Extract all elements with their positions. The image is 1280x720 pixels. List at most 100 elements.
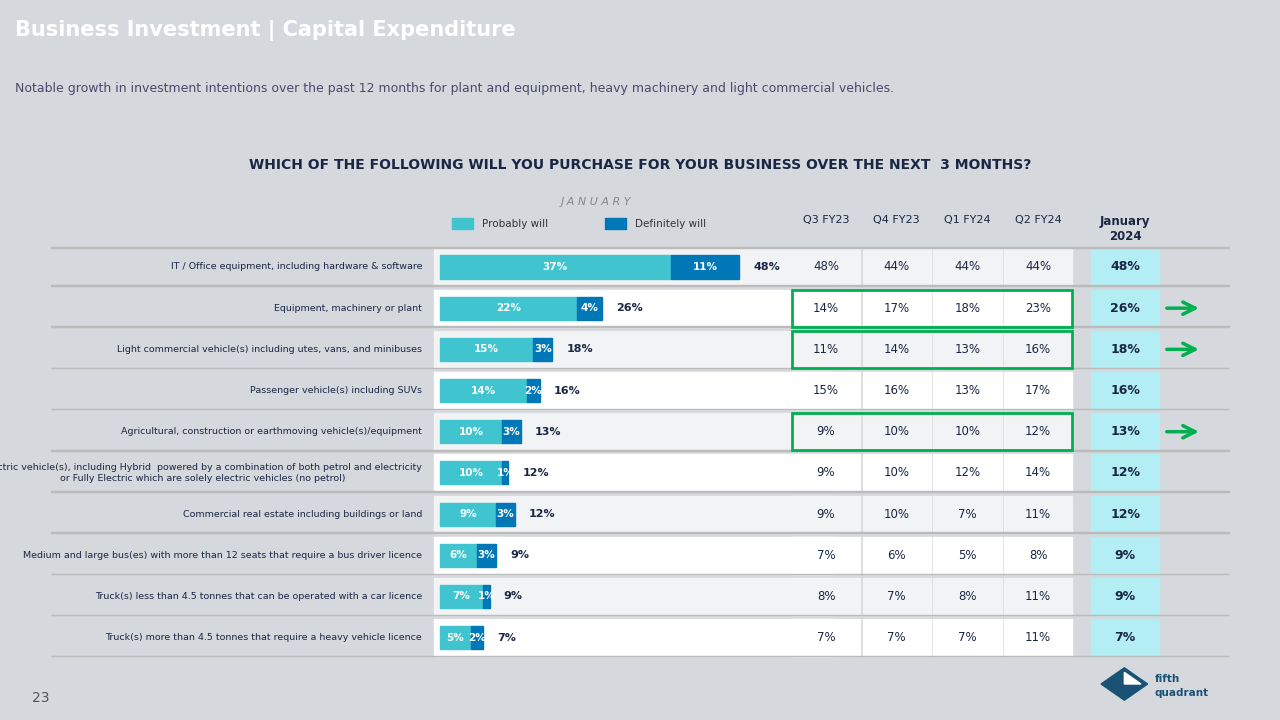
- Bar: [933, 454, 1001, 492]
- Bar: [863, 330, 931, 368]
- Text: 23: 23: [32, 691, 50, 705]
- Text: 17%: 17%: [1025, 384, 1051, 397]
- Bar: [1091, 454, 1160, 492]
- Bar: [1004, 289, 1073, 327]
- Text: Equipment, machinery or plant: Equipment, machinery or plant: [274, 304, 422, 312]
- Text: 7%: 7%: [887, 631, 906, 644]
- Bar: [792, 372, 860, 409]
- Text: Definitely will: Definitely will: [635, 219, 707, 229]
- Bar: [1091, 536, 1160, 574]
- Bar: [434, 578, 835, 615]
- Text: 48%: 48%: [813, 261, 840, 274]
- Bar: [434, 413, 835, 450]
- Text: 3%: 3%: [497, 509, 515, 519]
- Text: 18%: 18%: [566, 344, 593, 354]
- Bar: [933, 372, 1001, 409]
- Text: 15%: 15%: [813, 384, 840, 397]
- Text: 12%: 12%: [955, 467, 980, 480]
- Bar: [933, 536, 1001, 574]
- Text: 1%: 1%: [477, 591, 495, 601]
- Bar: [671, 256, 740, 279]
- Text: 8%: 8%: [1029, 549, 1047, 562]
- Text: 8%: 8%: [817, 590, 836, 603]
- Text: 7%: 7%: [817, 631, 836, 644]
- Bar: [452, 218, 472, 230]
- Text: 48%: 48%: [754, 262, 781, 272]
- Text: 12%: 12%: [1110, 467, 1140, 480]
- Bar: [1091, 248, 1160, 286]
- Text: 9%: 9%: [511, 550, 529, 560]
- Text: 7%: 7%: [498, 633, 517, 643]
- Bar: [1004, 619, 1073, 656]
- Bar: [434, 330, 835, 368]
- Text: 7%: 7%: [957, 508, 977, 521]
- Bar: [792, 454, 860, 492]
- Bar: [440, 379, 527, 402]
- Text: 13%: 13%: [535, 427, 562, 437]
- Bar: [792, 413, 860, 450]
- Text: 15%: 15%: [474, 344, 499, 354]
- Text: 9%: 9%: [817, 467, 836, 480]
- Bar: [1091, 495, 1160, 533]
- Text: 44%: 44%: [883, 261, 910, 274]
- Text: 13%: 13%: [955, 343, 980, 356]
- Text: 7%: 7%: [453, 591, 471, 601]
- Bar: [792, 536, 860, 574]
- Text: 7%: 7%: [1115, 631, 1135, 644]
- Bar: [792, 289, 860, 327]
- Text: 44%: 44%: [955, 261, 980, 274]
- Bar: [440, 256, 671, 279]
- Bar: [434, 619, 835, 656]
- Text: 14%: 14%: [813, 302, 840, 315]
- Text: 10%: 10%: [883, 508, 910, 521]
- Bar: [1004, 495, 1073, 533]
- Bar: [1091, 578, 1160, 615]
- Text: 7%: 7%: [817, 549, 836, 562]
- Bar: [933, 619, 1001, 656]
- Bar: [863, 619, 931, 656]
- Bar: [495, 503, 515, 526]
- Bar: [933, 289, 1001, 327]
- Bar: [933, 413, 1001, 450]
- Text: Business Investment | Capital Expenditure: Business Investment | Capital Expenditur…: [15, 20, 516, 41]
- Bar: [502, 420, 521, 444]
- Bar: [440, 462, 502, 485]
- Text: 14%: 14%: [883, 343, 910, 356]
- Text: Passenger vehicle(s) including SUVs: Passenger vehicle(s) including SUVs: [250, 386, 422, 395]
- Bar: [434, 536, 835, 574]
- Text: 13%: 13%: [1110, 426, 1140, 438]
- Bar: [863, 248, 931, 286]
- Bar: [863, 289, 931, 327]
- Bar: [933, 248, 1001, 286]
- Text: 14%: 14%: [1025, 467, 1051, 480]
- Text: 11%: 11%: [692, 262, 718, 272]
- Bar: [534, 338, 552, 361]
- Bar: [1091, 619, 1160, 656]
- Bar: [471, 626, 484, 649]
- Text: fifth: fifth: [1155, 674, 1180, 684]
- Text: 11%: 11%: [1025, 631, 1051, 644]
- Bar: [477, 544, 495, 567]
- Text: Agricultural, construction or earthmoving vehicle(s)/equipment: Agricultural, construction or earthmovin…: [122, 427, 422, 436]
- Text: 17%: 17%: [883, 302, 910, 315]
- Text: 10%: 10%: [955, 426, 980, 438]
- Text: 9%: 9%: [460, 509, 476, 519]
- Bar: [792, 578, 860, 615]
- Text: 6%: 6%: [887, 549, 906, 562]
- Bar: [434, 372, 835, 409]
- Text: 2%: 2%: [525, 385, 543, 395]
- Bar: [440, 585, 484, 608]
- Bar: [792, 495, 860, 533]
- Text: 16%: 16%: [1110, 384, 1140, 397]
- Text: 23%: 23%: [1025, 302, 1051, 315]
- Text: Truck(s) more than 4.5 tonnes that require a heavy vehicle licence: Truck(s) more than 4.5 tonnes that requi…: [105, 633, 422, 642]
- Bar: [863, 454, 931, 492]
- Bar: [604, 218, 626, 230]
- Text: 10%: 10%: [883, 426, 910, 438]
- Text: 4%: 4%: [581, 303, 599, 313]
- Text: 14%: 14%: [471, 385, 497, 395]
- Text: 10%: 10%: [458, 427, 484, 437]
- Bar: [792, 619, 860, 656]
- Bar: [1004, 578, 1073, 615]
- Bar: [440, 544, 477, 567]
